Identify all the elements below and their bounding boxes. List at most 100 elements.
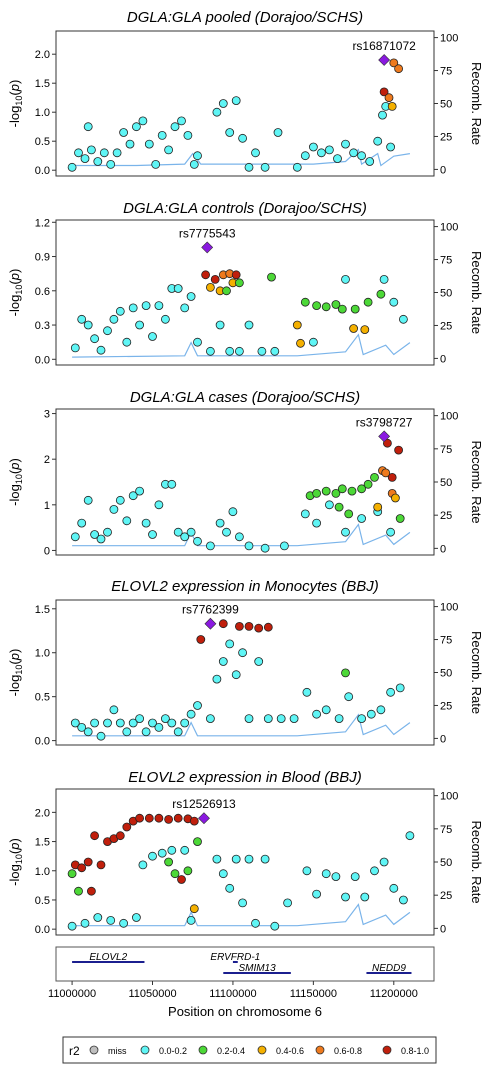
snp-point	[331, 488, 341, 498]
snp-point	[244, 622, 254, 631]
snp-point	[316, 148, 326, 158]
snp-point	[228, 507, 238, 517]
snp-point	[279, 541, 289, 551]
y-axis-label: -log10(p)	[7, 80, 24, 128]
panel-2: DGLA:GLA controls (Dorajoo/SCHS) 0.0 0.3 0.…	[7, 200, 484, 366]
x-axis-label: Position on chromosome 6	[168, 1004, 322, 1019]
snp-point	[300, 151, 310, 161]
lead-snp-marker	[201, 241, 214, 254]
snp-point	[387, 102, 397, 111]
snp-point	[244, 541, 254, 551]
snp-point	[167, 479, 177, 489]
snp-point	[394, 64, 404, 74]
legend-label: miss	[108, 1046, 127, 1056]
snp-point	[341, 139, 350, 149]
legend-swatch	[89, 1045, 99, 1055]
snp-point	[321, 486, 331, 496]
snp-point	[96, 731, 106, 741]
recomb-axis-label: Recomb. Rate	[469, 631, 484, 714]
snp-point	[144, 139, 154, 149]
snp-point	[398, 895, 408, 905]
x-tick-label: 11100000	[209, 988, 256, 1000]
snp-point	[302, 687, 312, 697]
snp-point	[205, 714, 215, 723]
snp-point	[180, 845, 190, 855]
snp-point	[365, 157, 375, 166]
snp-point	[77, 723, 87, 732]
snp-point	[244, 854, 254, 864]
y-tick-label: 0	[44, 545, 50, 557]
snp-point	[337, 484, 347, 494]
snp-point	[205, 541, 215, 551]
snp-point	[170, 122, 180, 132]
snp-point	[90, 334, 99, 344]
snp-point	[119, 128, 128, 137]
snp-point	[77, 314, 87, 324]
y-tick-label: 0.6	[35, 286, 50, 298]
gene-label: NEDD9	[372, 963, 406, 974]
snp-point	[173, 727, 183, 737]
x-axis: 11000000 11050000 11100000 11150000 11200000…	[48, 981, 418, 1019]
snp-point	[398, 314, 408, 324]
snp-point	[267, 272, 276, 282]
lead-snp-label: rs12526913	[172, 797, 236, 811]
snp-point	[231, 854, 241, 864]
y-tick-label: 2	[44, 454, 50, 466]
snp-point	[87, 886, 96, 896]
snp-point	[363, 479, 373, 489]
snp-point	[141, 518, 151, 528]
snp-point	[238, 898, 248, 908]
snp-point	[138, 860, 148, 870]
snp-point	[109, 314, 119, 324]
snp-point	[154, 723, 164, 732]
snp-point	[154, 301, 164, 311]
gene-label: ELOVL2	[89, 952, 127, 963]
snp-point	[115, 306, 125, 316]
y-axis-label: -log10(p)	[7, 649, 24, 697]
recomb-rate-line	[72, 333, 411, 358]
snp-point	[96, 860, 106, 870]
recomb-tick-label: 0	[440, 543, 446, 555]
snp-point	[173, 527, 183, 537]
snp-point	[141, 727, 151, 737]
snp-point	[119, 918, 128, 928]
snp-point	[148, 718, 157, 728]
snp-point	[128, 718, 138, 728]
y-axis-label: -log10(p)	[7, 458, 24, 506]
snp-point	[244, 320, 254, 330]
snp-point	[321, 869, 331, 879]
snp-point	[357, 484, 367, 494]
legend-label: 0.6-0.8	[334, 1046, 362, 1056]
snp-point	[193, 536, 202, 546]
snp-point	[189, 904, 199, 914]
snp-point	[193, 837, 202, 846]
snp-point	[135, 813, 145, 823]
legend: r2 miss 0.0-0.2 0.2-0.4 0.4-0.6 0.6-0.8 0.8-1.…	[62, 1036, 437, 1064]
recomb-axis-label: Recomb. Rate	[469, 820, 484, 903]
legend-swatch	[257, 1045, 267, 1055]
snp-point	[334, 714, 344, 723]
snp-point	[260, 162, 270, 172]
y-tick-label: 1.5	[35, 604, 50, 616]
lead-snp-marker	[198, 812, 210, 825]
snp-point	[177, 116, 186, 126]
snp-point	[387, 472, 397, 482]
y-tick-label: 2.0	[35, 807, 50, 819]
snp-point	[257, 346, 267, 356]
snp-point	[244, 714, 254, 723]
snp-point	[193, 337, 202, 347]
lead-snp-label: rs3798727	[356, 415, 413, 429]
y-axis-label: -log10(p)	[7, 838, 24, 886]
snp-point	[173, 813, 183, 823]
snp-point	[122, 516, 132, 526]
panel-title: ELOVL2 expression in Blood (BBJ)	[128, 769, 361, 786]
snp-point	[251, 918, 260, 928]
snp-point	[270, 921, 280, 931]
snp-point	[334, 502, 344, 512]
snp-point	[378, 110, 387, 120]
snp-point	[238, 648, 248, 658]
y-tick-label: 0.0	[35, 165, 50, 177]
snp-point	[90, 718, 99, 728]
snp-point	[379, 87, 389, 97]
legend-box	[62, 1036, 437, 1064]
